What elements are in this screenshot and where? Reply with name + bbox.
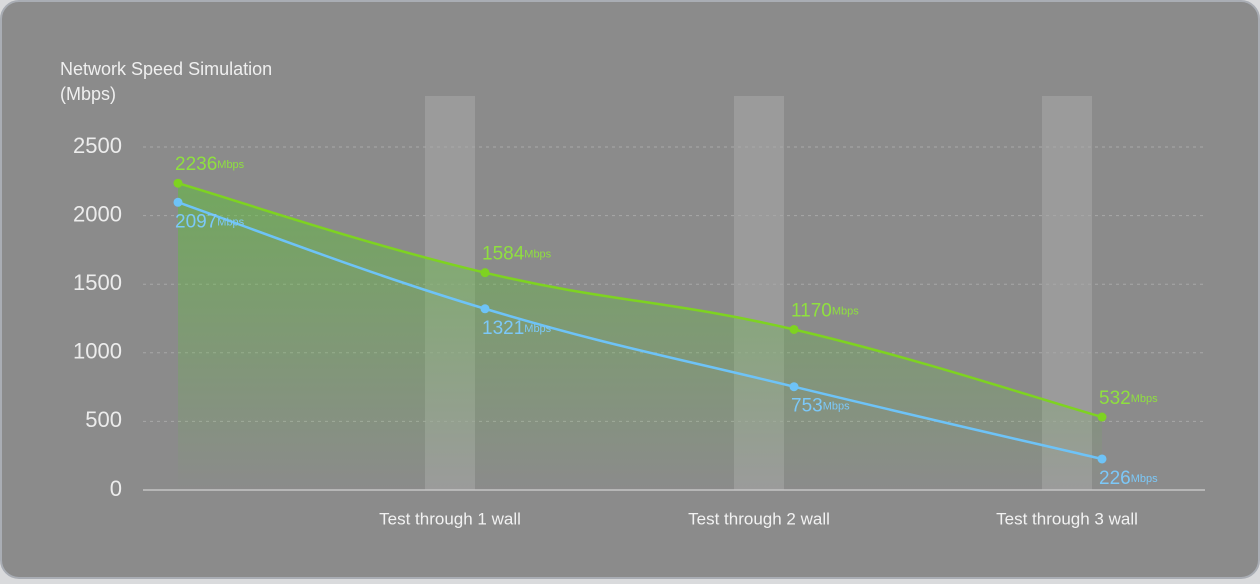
data-label-unit: Mbps	[524, 323, 551, 335]
data-label-value: 2236	[175, 154, 217, 175]
data-label-unit: Mbps	[832, 305, 859, 317]
chart-title: Network Speed Simulation	[60, 59, 272, 79]
data-label: 753Mbps	[791, 396, 850, 417]
y-tick-label: 2000	[73, 201, 122, 226]
point	[173, 178, 183, 188]
y-tick-label: 0	[110, 476, 122, 501]
data-label-unit: Mbps	[217, 216, 244, 228]
data-label: 1321Mbps	[482, 318, 552, 339]
data-label-unit: Mbps	[524, 249, 551, 261]
data-label-unit: Mbps	[1131, 473, 1158, 485]
data-label: 2236Mbps	[175, 154, 245, 175]
data-label: 532Mbps	[1099, 388, 1158, 409]
data-label-value: 1584	[482, 244, 525, 265]
x-tick-label: Test through 1 wall	[379, 509, 521, 528]
data-label-value: 753	[791, 396, 823, 417]
y-tick-label: 500	[85, 407, 122, 432]
point	[480, 268, 490, 278]
data-label-unit: Mbps	[217, 159, 244, 171]
data-label: 226Mbps	[1099, 468, 1158, 489]
x-tick-label: Test through 3 wall	[996, 509, 1138, 528]
x-tick-label: Test through 2 wall	[688, 509, 830, 528]
line	[177, 182, 1103, 419]
data-label: 1170Mbps	[791, 300, 859, 321]
point	[789, 382, 799, 392]
y-tick-label: 1000	[73, 339, 122, 364]
y-axis-label: (Mbps)	[60, 84, 116, 104]
data-label: 2097Mbps	[175, 211, 245, 232]
point	[1097, 412, 1107, 422]
data-label-value: 1170	[791, 300, 832, 321]
area	[178, 183, 1102, 490]
y-tick-label: 2500	[73, 133, 122, 158]
data-label-unit: Mbps	[823, 401, 850, 413]
data-label-value: 226	[1099, 468, 1131, 489]
point	[789, 324, 799, 334]
point	[1097, 454, 1107, 464]
data-label-unit: Mbps	[1131, 393, 1158, 405]
data-label-value: 2097	[175, 211, 217, 232]
line	[177, 201, 1103, 461]
point	[173, 197, 183, 207]
data-label: 1584Mbps	[482, 244, 552, 265]
data-label-value: 532	[1099, 388, 1131, 409]
point	[480, 304, 490, 314]
y-tick-label: 1500	[73, 270, 122, 295]
data-label-value: 1321	[482, 318, 524, 339]
